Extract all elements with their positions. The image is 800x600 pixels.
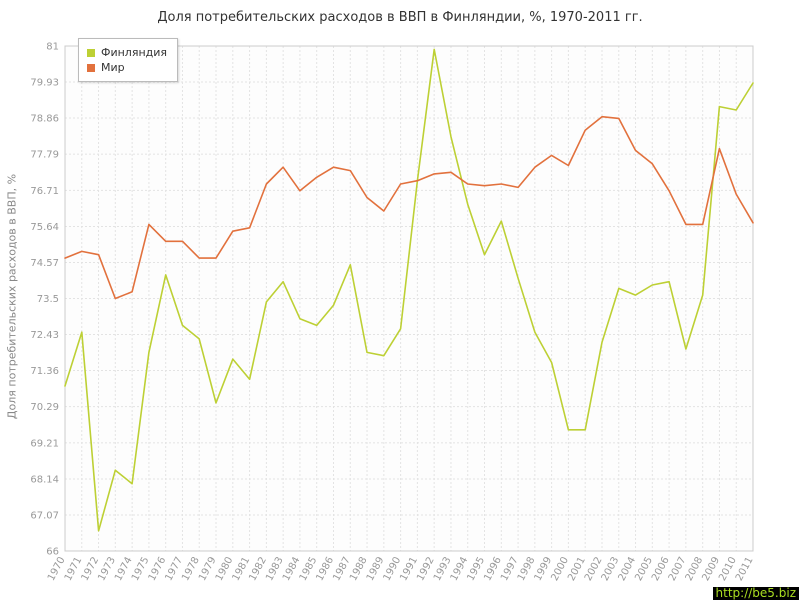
y-tick-label: 74.57	[30, 258, 59, 269]
plot-border	[64, 45, 754, 552]
legend-item-finland: Финляндия	[87, 46, 167, 59]
y-tick-label: 72.43	[30, 330, 59, 341]
chart-title: Доля потребительских расходов в ВВП в Фи…	[157, 10, 643, 25]
y-tick-label: 70.29	[30, 402, 59, 413]
world-series-swatch	[87, 63, 95, 72]
legend-label-world: Мир	[101, 61, 125, 74]
watermark-link[interactable]: http://be5.biz	[712, 587, 799, 600]
finland-series-line	[64, 48, 754, 532]
legend-label-finland: Финляндия	[101, 46, 168, 59]
legend-item-world: Мир	[87, 61, 167, 74]
y-tick-label: 77.79	[30, 150, 59, 161]
y-tick-label: 79.93	[30, 78, 59, 89]
x-tick-label: 2011	[734, 555, 756, 583]
y-tick-label: 69.21	[30, 438, 59, 449]
y-tick-label: 78.86	[30, 114, 59, 125]
finland-series-swatch	[87, 48, 95, 57]
y-tick-label: 75.64	[30, 222, 59, 233]
y-tick-label: 76.71	[30, 186, 59, 197]
world-series-line	[64, 115, 754, 300]
y-tick-label: 71.36	[30, 366, 59, 377]
legend: Финляндия Мир	[78, 38, 179, 82]
y-tick-label: 66	[46, 547, 59, 558]
y-tick-label: 68.14	[30, 474, 59, 485]
y-tick-label: 67.07	[30, 510, 59, 521]
y-tick-label: 81	[46, 42, 59, 53]
y-tick-label: 73.5	[37, 294, 59, 305]
y-axis-title: Доля потребительских расходов в ВВП, %	[5, 173, 19, 420]
